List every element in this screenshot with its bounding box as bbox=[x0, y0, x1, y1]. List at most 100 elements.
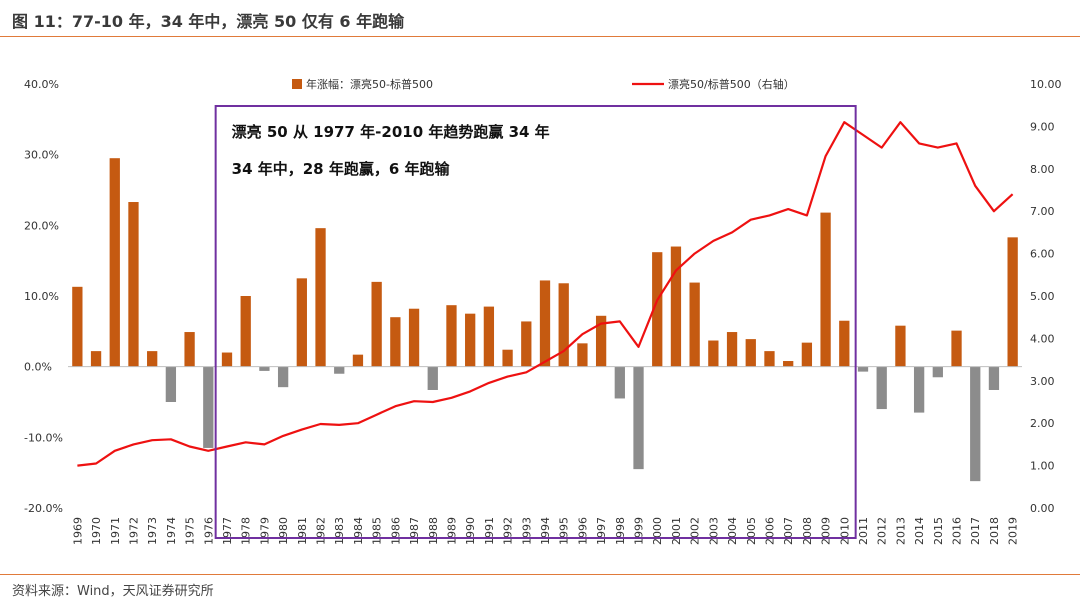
x-tick-label: 1989 bbox=[445, 517, 458, 545]
bar-2014 bbox=[913, 366, 925, 413]
bar-1995 bbox=[558, 283, 569, 367]
x-tick-label: 1981 bbox=[296, 517, 309, 545]
x-tick-label: 1990 bbox=[464, 517, 477, 545]
x-tick-label: 1978 bbox=[240, 517, 253, 545]
x-tick-label: 1985 bbox=[371, 517, 384, 545]
x-tick-label: 2008 bbox=[801, 517, 814, 545]
x-tick-label: 2019 bbox=[1007, 517, 1020, 545]
bar-1992 bbox=[502, 349, 513, 367]
bar-1987 bbox=[408, 308, 420, 367]
x-tick-label: 1994 bbox=[539, 517, 552, 545]
y-left-tick-label: 30.0% bbox=[24, 149, 59, 162]
bar-2003 bbox=[708, 340, 719, 367]
bar-2016 bbox=[951, 330, 962, 367]
x-tick-label: 2016 bbox=[951, 517, 964, 545]
bar-1969 bbox=[72, 286, 83, 367]
bar-1970 bbox=[90, 351, 102, 367]
x-tick-label: 2012 bbox=[876, 517, 889, 545]
y-right-tick-label: 7.00 bbox=[1030, 205, 1055, 218]
x-tick-label: 2009 bbox=[820, 517, 833, 545]
y-right-tick-label: 9.00 bbox=[1030, 120, 1055, 133]
bar-2005 bbox=[745, 339, 756, 367]
x-tick-label: 1973 bbox=[146, 517, 159, 545]
bar-2012 bbox=[876, 366, 887, 410]
x-tick-label: 1983 bbox=[333, 517, 346, 545]
legend-bar-swatch bbox=[292, 79, 302, 89]
bar-1986 bbox=[390, 317, 401, 367]
y-right-tick-label: 0.00 bbox=[1030, 502, 1055, 515]
x-tick-label: 1970 bbox=[90, 517, 103, 545]
y-right-tick-label: 1.00 bbox=[1030, 460, 1055, 473]
x-tick-label: 1971 bbox=[109, 517, 122, 545]
bar-1983 bbox=[334, 366, 345, 374]
x-tick-label: 1993 bbox=[520, 517, 533, 545]
y-left-tick-label: 20.0% bbox=[24, 219, 59, 232]
figure-title: 图 11：77-10 年，34 年中，漂亮 50 仅有 6 年跑输 bbox=[12, 12, 405, 31]
bar-1993 bbox=[521, 321, 532, 367]
bar-1981 bbox=[296, 278, 307, 367]
x-tick-label: 1986 bbox=[389, 517, 402, 545]
bar-1974 bbox=[165, 366, 177, 402]
x-tick-label: 1977 bbox=[221, 517, 234, 545]
x-tick-label: 2018 bbox=[988, 517, 1001, 545]
x-tick-label: 1972 bbox=[127, 517, 140, 545]
x-tick-label: 1984 bbox=[352, 517, 365, 545]
source-note: 资料来源：Wind，天风证券研究所 bbox=[12, 584, 214, 599]
bar-1978 bbox=[240, 296, 251, 367]
x-tick-label: 1998 bbox=[614, 517, 627, 545]
x-tick-label: 2010 bbox=[838, 517, 851, 545]
x-tick-label: 2002 bbox=[689, 517, 702, 545]
bar-2017 bbox=[970, 366, 981, 482]
bar-1999 bbox=[633, 366, 644, 470]
x-tick-label: 2000 bbox=[651, 517, 664, 545]
x-tick-label: 1975 bbox=[184, 517, 197, 545]
x-tick-label: 1995 bbox=[558, 517, 571, 545]
y-right-tick-label: 8.00 bbox=[1030, 163, 1055, 176]
highlight-box bbox=[214, 105, 857, 539]
x-tick-label: 2006 bbox=[763, 517, 776, 545]
bar-2009 bbox=[820, 212, 831, 367]
bar-1998 bbox=[614, 366, 625, 399]
x-tick-label: 2001 bbox=[670, 517, 683, 545]
x-tick-label: 2004 bbox=[726, 517, 739, 545]
x-tick-label: 1988 bbox=[427, 517, 440, 545]
y-left-tick-label: 0.0% bbox=[24, 361, 52, 374]
bar-2013 bbox=[895, 325, 906, 367]
annotation-line-1: 漂亮 50 从 1977 年-2010 年趋势跑赢 34 年 bbox=[232, 123, 550, 141]
x-tick-label: 2003 bbox=[707, 517, 720, 545]
x-tick-label: 1999 bbox=[633, 517, 646, 545]
x-tick-label: 1996 bbox=[576, 517, 589, 545]
bar-2010 bbox=[839, 320, 850, 367]
bar-1985 bbox=[371, 281, 382, 367]
bar-1977 bbox=[221, 352, 233, 367]
bar-2004 bbox=[726, 332, 738, 367]
x-tick-label: 1969 bbox=[71, 517, 84, 545]
bar-1972 bbox=[128, 202, 139, 367]
bar-1990 bbox=[465, 313, 476, 367]
bar-1994 bbox=[539, 280, 551, 367]
annotation-line-2: 34 年中，28 年跑赢，6 年跑输 bbox=[232, 160, 451, 178]
bar-1996 bbox=[577, 343, 588, 367]
x-tick-label: 2017 bbox=[969, 517, 982, 545]
y-right-tick-label: 3.00 bbox=[1030, 375, 1055, 388]
y-left-tick-label: 40.0% bbox=[24, 78, 59, 91]
chart: -20.0% -10.0% 0.0% 10.0% 20.0% 30.0% 40.0% 0.00… bbox=[24, 77, 1062, 545]
bar-1979 bbox=[259, 366, 270, 371]
bar-1984 bbox=[352, 354, 364, 367]
y-left-tick-label: -20.0% bbox=[24, 502, 63, 515]
x-tick-label: 2014 bbox=[913, 517, 926, 545]
bar-1980 bbox=[277, 366, 289, 388]
bar-2008 bbox=[801, 342, 813, 367]
bar-1973 bbox=[147, 351, 158, 367]
x-tick-label: 2007 bbox=[782, 517, 795, 545]
x-tick-label: 1974 bbox=[165, 517, 178, 545]
bar-1971 bbox=[109, 158, 120, 367]
y-right-tick-label: 2.00 bbox=[1030, 417, 1055, 430]
x-tick-label: 1987 bbox=[408, 517, 421, 545]
source-divider bbox=[0, 574, 1080, 575]
bar-1976 bbox=[203, 366, 214, 448]
bar-2011 bbox=[857, 366, 869, 372]
bar-1989 bbox=[446, 305, 457, 367]
bar-2000 bbox=[652, 252, 663, 367]
y-left-tick-label: 10.0% bbox=[24, 290, 59, 303]
